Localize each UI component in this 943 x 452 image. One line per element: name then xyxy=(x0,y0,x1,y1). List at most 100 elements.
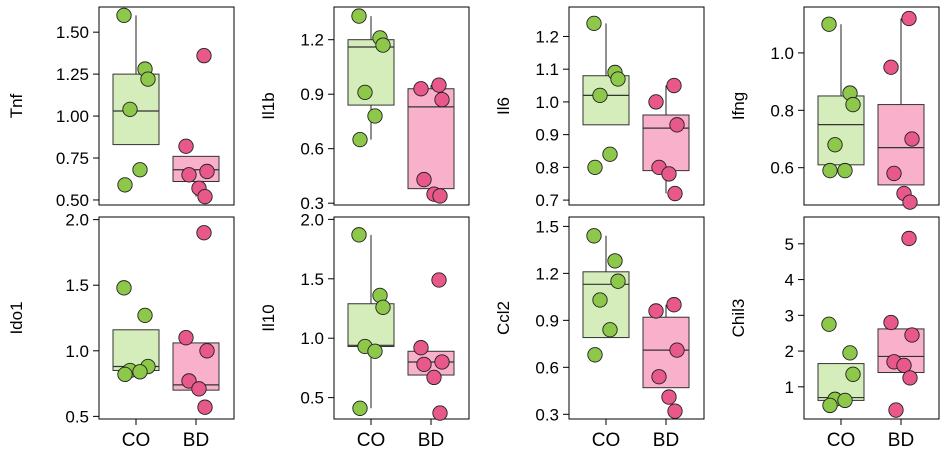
data-point xyxy=(902,194,918,210)
data-point xyxy=(196,225,212,241)
data-point xyxy=(367,108,383,124)
panel-frame xyxy=(98,216,235,420)
panel-frame xyxy=(333,216,470,420)
data-point xyxy=(667,403,683,419)
data-point xyxy=(845,366,861,382)
x-tick-label: CO xyxy=(357,430,386,451)
y-tick-label: 0.6 xyxy=(300,140,324,159)
y-axis-label: Tnf xyxy=(7,93,26,118)
data-point xyxy=(413,81,429,97)
data-point xyxy=(431,272,447,288)
data-point xyxy=(901,10,917,27)
data-point xyxy=(883,59,899,75)
box-group-co xyxy=(347,227,395,416)
y-axis-label: Il10 xyxy=(259,304,278,331)
panel-tnf: 0.50 0.75 1.00 1.25 1.50 Tnf xyxy=(7,6,235,210)
x-tick-label: CO xyxy=(592,430,621,451)
box-group-bd xyxy=(172,225,220,415)
data-point xyxy=(902,370,918,386)
y-axis-label: Chil3 xyxy=(729,299,748,338)
box-group-bd xyxy=(877,10,925,210)
y-tick-label: 1.0 xyxy=(535,93,559,112)
panel-il10: 0.5 1.0 1.5 2.0 Il10 CO BD xyxy=(259,210,470,451)
data-point xyxy=(896,357,912,374)
data-point xyxy=(132,364,148,380)
y-tick-label: 0.8 xyxy=(535,158,559,177)
y-tick-label: 2.0 xyxy=(300,210,324,229)
panel-il6: 0.7 0.8 0.9 1.0 1.1 1.2 Il6 xyxy=(494,6,705,210)
y-tick-label: 0.9 xyxy=(535,126,559,145)
data-point xyxy=(666,77,682,94)
data-point xyxy=(837,162,853,179)
data-point xyxy=(610,273,626,289)
panel-frame xyxy=(803,6,940,206)
data-point xyxy=(888,402,904,418)
y-tick-label: 0.9 xyxy=(300,85,324,104)
box-group-bd xyxy=(877,230,925,418)
data-point xyxy=(432,188,448,204)
data-point xyxy=(140,71,156,87)
data-point xyxy=(883,314,899,331)
data-point xyxy=(592,292,608,308)
data-point xyxy=(375,299,391,315)
y-tick-label: 1.2 xyxy=(535,27,559,46)
data-point xyxy=(842,345,858,361)
data-point xyxy=(904,327,920,343)
y-tick-label: 1 xyxy=(785,378,794,397)
data-point xyxy=(181,373,197,389)
data-point xyxy=(199,163,215,180)
box-group-bd xyxy=(172,48,220,205)
y-tick-label: 1.0 xyxy=(65,342,89,361)
y-axis-label: Il1b xyxy=(259,92,278,119)
data-point xyxy=(669,342,685,358)
data-point xyxy=(375,37,391,53)
panel-frame xyxy=(98,6,235,206)
data-point xyxy=(431,77,447,93)
box-group-co xyxy=(112,280,160,383)
data-point xyxy=(661,166,677,182)
panel-il1b: 0.3 0.6 0.9 1.2 Il1b xyxy=(259,6,470,213)
y-tick-label: 0.6 xyxy=(535,358,559,377)
data-point xyxy=(122,101,138,118)
data-point xyxy=(416,171,432,188)
box-group-co xyxy=(582,15,630,176)
panel-frame xyxy=(568,6,705,206)
data-point xyxy=(352,400,368,416)
panel-frame xyxy=(803,216,940,420)
y-tick-label: 1.2 xyxy=(535,264,559,283)
data-point xyxy=(196,48,212,64)
data-point xyxy=(648,94,664,110)
y-tick-label: 1.5 xyxy=(65,276,89,295)
y-tick-label: 0.75 xyxy=(56,149,89,168)
data-point xyxy=(178,330,194,346)
x-tick-label: BD xyxy=(653,430,679,451)
data-point xyxy=(357,84,373,101)
box-group-bd xyxy=(407,272,455,421)
y-axis-label: Ifng xyxy=(729,92,748,120)
data-point xyxy=(199,343,215,359)
data-point xyxy=(822,162,838,179)
y-tick-label: 0.5 xyxy=(65,407,89,426)
data-point xyxy=(648,303,664,319)
y-tick-label: 2 xyxy=(785,342,794,361)
data-point xyxy=(351,227,367,243)
box-group-co xyxy=(112,7,160,193)
y-tick-label: 1.25 xyxy=(56,65,89,84)
data-point xyxy=(592,87,608,104)
data-point xyxy=(416,356,432,372)
data-point xyxy=(886,165,902,182)
data-point xyxy=(586,15,602,32)
data-point xyxy=(197,399,213,415)
data-point xyxy=(413,340,429,356)
y-tick-label: 0.3 xyxy=(300,194,324,213)
data-point xyxy=(586,228,602,244)
data-point xyxy=(602,322,618,338)
y-tick-label: 1.0 xyxy=(300,329,324,348)
data-point xyxy=(901,230,917,247)
data-point xyxy=(116,280,132,296)
data-point xyxy=(352,131,368,148)
panel-frame xyxy=(333,6,470,206)
y-tick-label: 0.6 xyxy=(770,159,794,178)
data-point xyxy=(845,96,861,113)
y-axis-label: Il6 xyxy=(494,97,513,115)
